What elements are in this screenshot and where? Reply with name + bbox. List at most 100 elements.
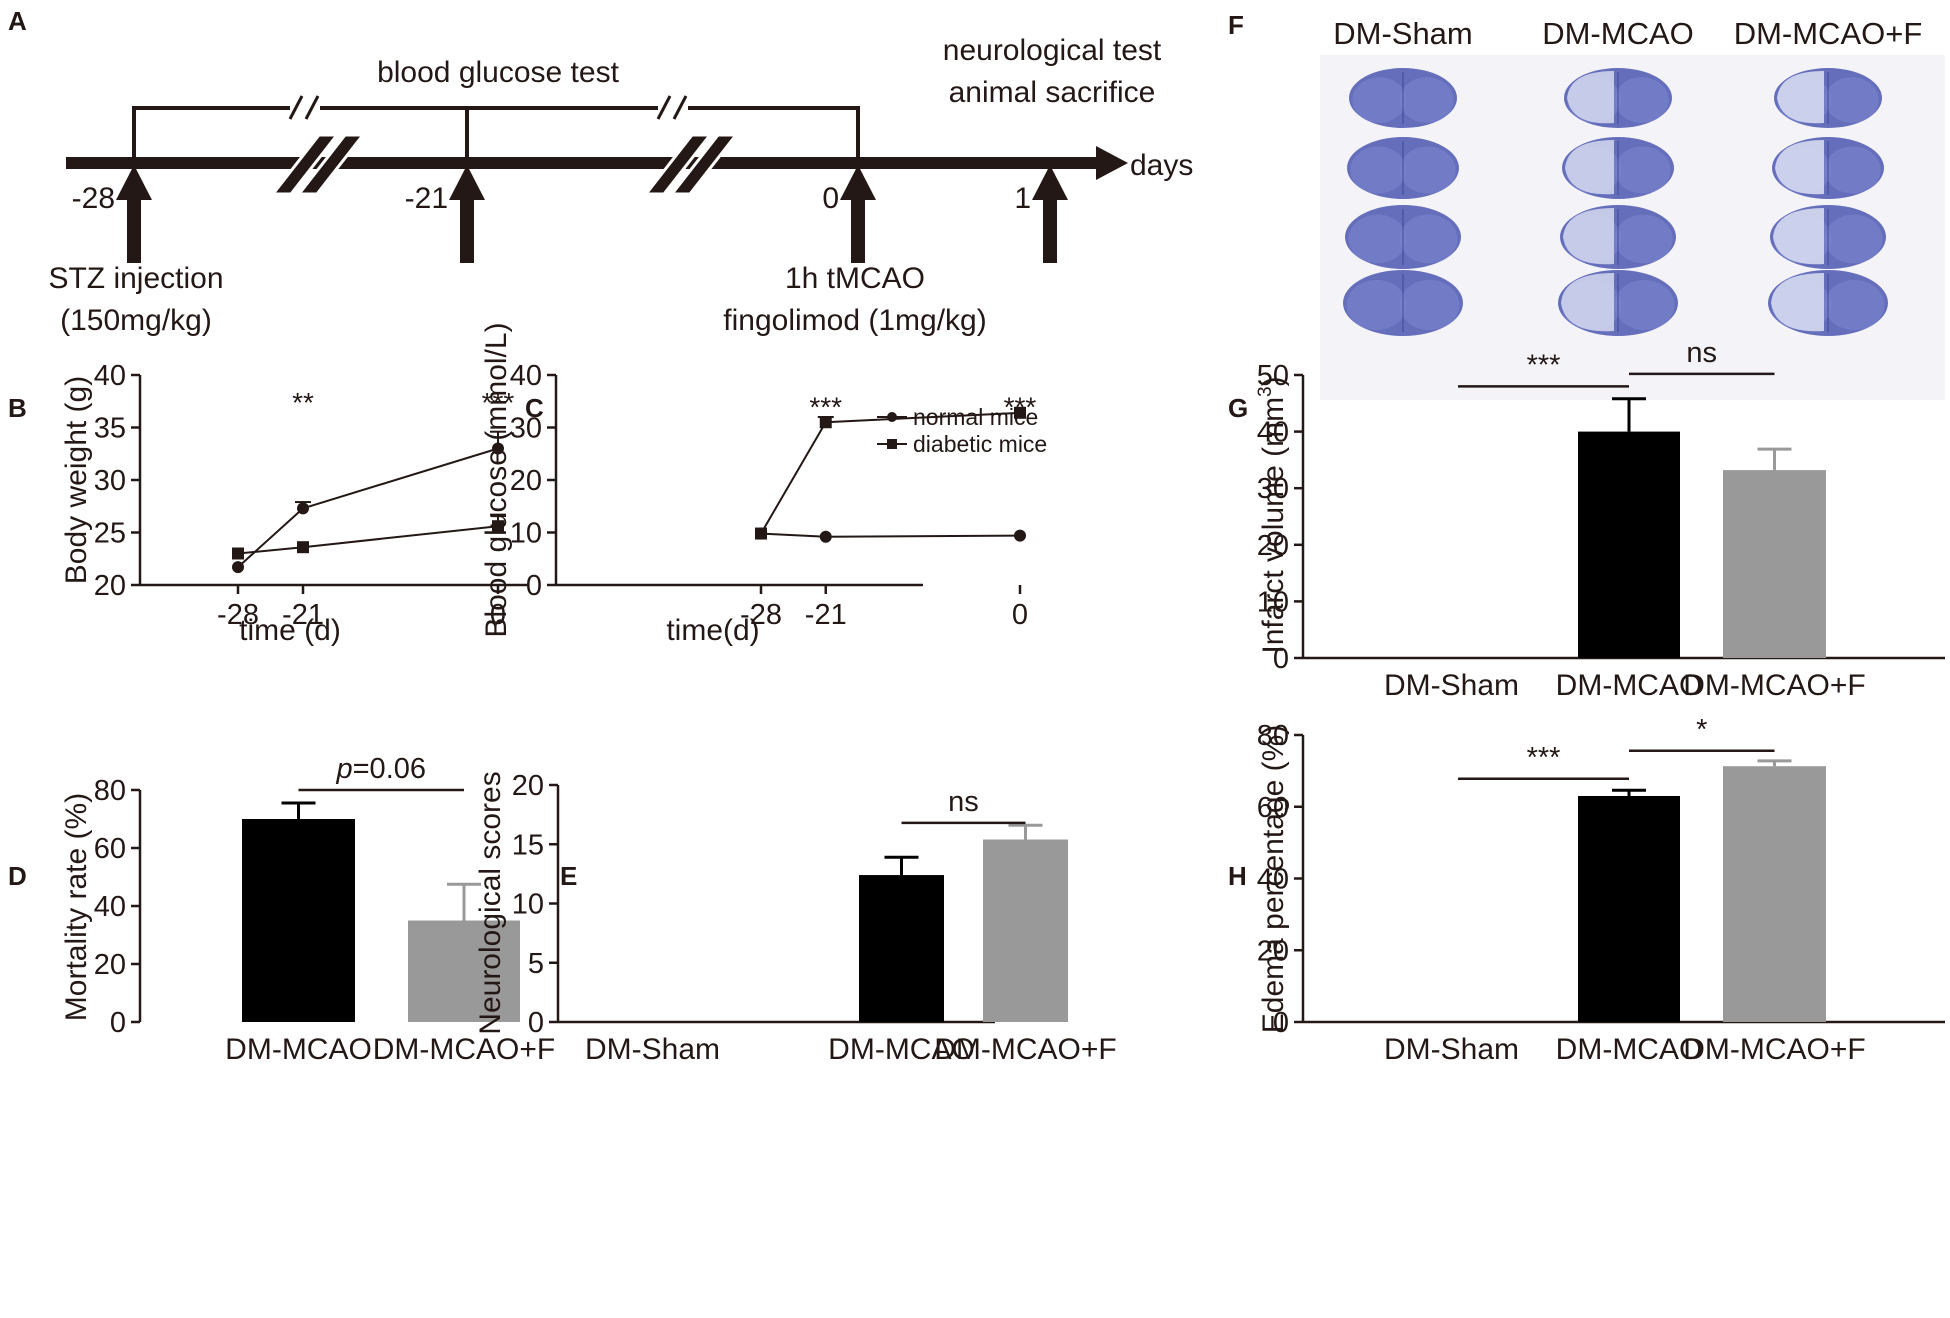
data-point-square [755, 527, 767, 540]
legend-label: normal mice [913, 404, 1038, 430]
brain-slice [1770, 205, 1886, 269]
brain-slice-infarct [1771, 273, 1824, 332]
bar [1578, 431, 1680, 658]
brain-slice [1349, 68, 1457, 128]
bracket-break-1-line-a [288, 95, 304, 120]
y-tick-label: 30 [94, 465, 126, 497]
y-axis-title-text: Infarct volume (mm [1257, 397, 1290, 654]
y-tick-label: 30 [510, 413, 542, 445]
y-tick-label: 10 [1257, 586, 1289, 618]
label-neurological-test: neurological test [943, 34, 1162, 67]
y-tick-label: 10 [510, 518, 542, 550]
label-stz-dose: (150mg/kg) [60, 304, 212, 337]
y-tick-label: 0 [526, 570, 542, 602]
significance-label-italic: p [335, 753, 352, 785]
y-axis-title-end: ) [1257, 376, 1290, 386]
legend-label: diabetic mice [913, 431, 1047, 457]
data-point-square [492, 520, 504, 533]
data-point-circle [232, 561, 244, 574]
brain-slice [1345, 205, 1461, 269]
day-label-minus-21: -21 [405, 182, 448, 215]
x-category-label: DM-MCAO+F [934, 1033, 1117, 1066]
brain-slice-infarct [1565, 140, 1614, 195]
y-tick-label: 40 [1257, 417, 1289, 449]
x-category-label: DM-MCAO+F [1683, 669, 1866, 702]
label-blood-glucose-test: blood glucose test [377, 56, 619, 89]
slice-column-title-dm-mcao-f: DM-MCAO+F [1734, 16, 1923, 51]
x-axis-title: time (d) [239, 614, 341, 647]
bracket-break-2-line-a [656, 95, 672, 120]
series-line-normal [760, 532, 1021, 538]
data-point-circle [492, 442, 504, 455]
y-tick-label: 40 [94, 891, 126, 923]
panel-g-letter: G [1228, 393, 1248, 423]
panel-f-brain-slices: F DM-Sham DM-MCAO DM-MCAO+F [1228, 10, 1945, 400]
panel-h-letter: H [1228, 861, 1247, 891]
bar [1723, 766, 1826, 1022]
series-line-diabetic [237, 525, 499, 555]
x-category-label: DM-Sham [1384, 669, 1519, 702]
brain-slice-infarct [1777, 71, 1824, 124]
y-tick-label: 35 [94, 413, 126, 445]
label-tmcao: 1h tMCAO [785, 262, 925, 295]
significance-label: *** [1527, 349, 1561, 381]
y-axis-title: Infarct volume (mm3) [1255, 376, 1290, 653]
data-point-circle [819, 530, 832, 543]
x-category-label: DM-Sham [585, 1033, 720, 1066]
significance-label-value: =0.06 [353, 753, 426, 785]
y-axis-title: Edema percentage (%) [1257, 725, 1290, 1034]
brain-slice [1768, 270, 1888, 336]
bar [1578, 795, 1680, 1022]
y-axis-title: Blood glucose (mmol/L) [480, 322, 513, 637]
legend-marker-circle [887, 412, 897, 422]
brain-slice [1562, 137, 1674, 199]
panel-f-letter: F [1228, 10, 1244, 40]
y-tick-label: 15 [512, 829, 544, 861]
brain-slice-right-hemisphere [1824, 214, 1883, 264]
day-label-1: 1 [1014, 182, 1031, 215]
brain-slice-right-hemisphere [1399, 214, 1458, 264]
brain-slice-right-hemisphere [1614, 146, 1671, 194]
x-tick-label: -21 [282, 599, 324, 631]
y-tick-label: 40 [94, 360, 126, 392]
significance-label: * [1696, 714, 1707, 746]
label-stz-injection: STZ injection [48, 262, 223, 295]
y-tick-label: 0 [528, 1007, 544, 1039]
data-point-circle [1014, 529, 1026, 542]
significance-label: p=0.06 [335, 753, 426, 785]
brain-slice-infarct [1775, 140, 1824, 195]
significance-label: *** [1527, 742, 1561, 774]
y-tick-label: 20 [512, 770, 544, 802]
y-tick-label: 0 [1273, 1007, 1289, 1039]
y-tick-label: 20 [510, 465, 542, 497]
bar [1723, 470, 1826, 658]
axis-break-1a [269, 133, 341, 196]
label-days: days [1130, 149, 1193, 182]
x-category-label: DM-MCAO [1556, 1033, 1703, 1066]
brain-slice-right-hemisphere [1614, 279, 1675, 331]
y-tick-label: 0 [1273, 643, 1289, 675]
y-axis-title: Mortality rate (%) [60, 793, 93, 1021]
y-tick-label: 20 [94, 949, 126, 981]
bracket-break-1-line-b [304, 95, 320, 120]
y-tick-label: 10 [512, 889, 544, 921]
bar [859, 875, 944, 1022]
y-tick-label: 30 [1257, 473, 1289, 505]
axis-break-1b [295, 133, 367, 196]
x-tick-label: -28 [217, 599, 259, 631]
y-tick-label: 60 [1257, 792, 1289, 824]
x-category-label: DM-MCAO+F [373, 1033, 556, 1066]
brain-slice-infarct [1773, 208, 1824, 265]
bar [983, 839, 1068, 1022]
panel-c-letter: C [525, 393, 544, 423]
x-category-label: DM-MCAO+F [1683, 1033, 1866, 1066]
timeline-bracket [132, 106, 860, 167]
panel-e-letter: E [560, 861, 577, 891]
brain-slice [1772, 137, 1884, 199]
brain-slice-right-hemisphere [1824, 146, 1881, 194]
slice-column-title-dm-mcao: DM-MCAO [1542, 16, 1694, 51]
